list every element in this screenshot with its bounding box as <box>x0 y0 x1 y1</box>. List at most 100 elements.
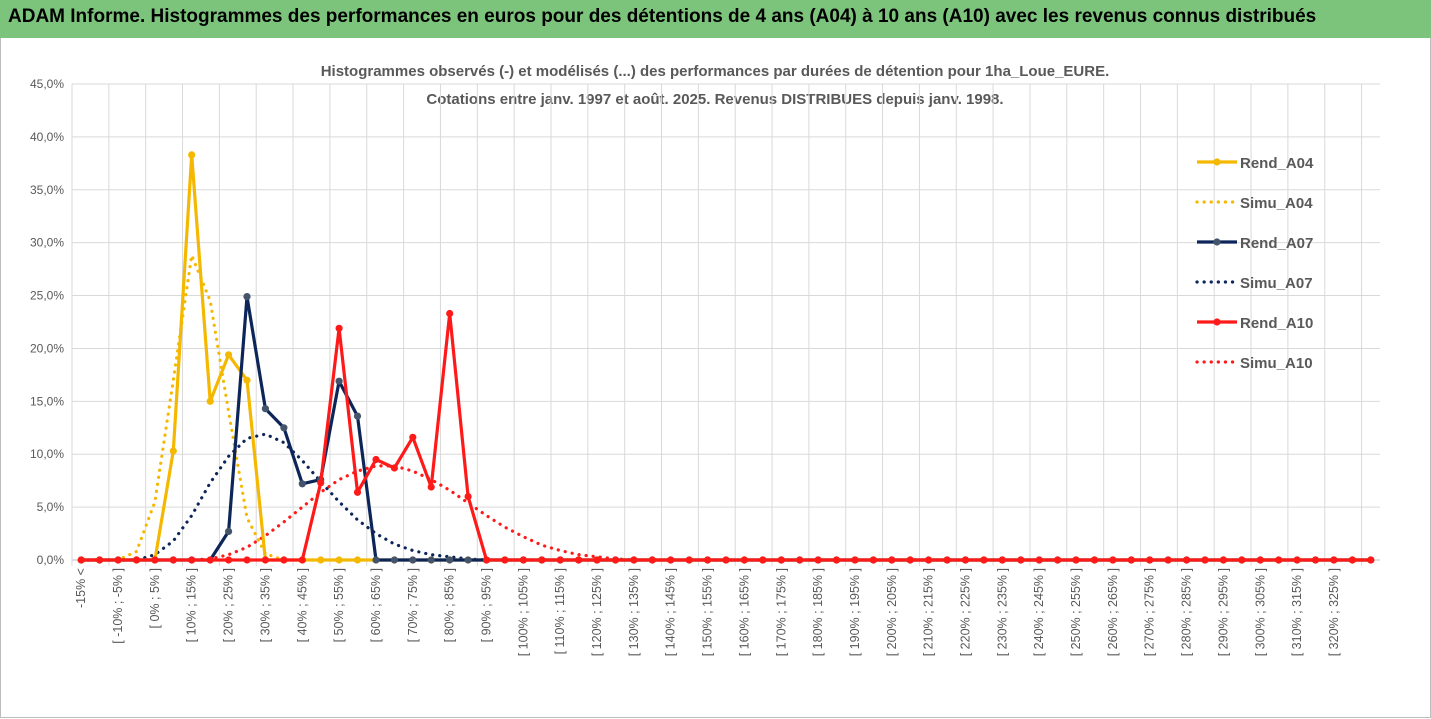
data-point-rend-a10 <box>317 479 325 487</box>
x-tick-label: [ 310% ; 315% ] <box>1290 568 1304 656</box>
data-point-rend-a10 <box>1275 556 1283 564</box>
x-tick-label: -15% < <box>74 568 88 608</box>
data-point-rend-a04 <box>188 151 196 159</box>
data-point-rend-a07 <box>225 527 233 536</box>
data-point-rend-a10 <box>777 556 785 564</box>
y-tick-label: 20,0% <box>30 341 64 355</box>
y-tick-label: 30,0% <box>30 236 64 250</box>
data-point-rend-a10 <box>704 556 712 564</box>
data-point-rend-a10 <box>611 556 620 564</box>
x-tick-label: [ 50% ; 55% ] <box>332 568 346 642</box>
data-point-rend-a10 <box>519 556 528 564</box>
x-tick-label: [ 60% ; 65% ] <box>369 568 383 642</box>
x-tick-label: [ -10% ; -5% ] <box>111 568 125 644</box>
data-point-rend-a10 <box>722 556 730 564</box>
x-tick-label: [ 220% ; 225% ] <box>958 568 972 656</box>
data-point-rend-a10 <box>1035 556 1043 564</box>
data-point-rend-a10 <box>169 556 177 564</box>
data-point-rend-a10 <box>1090 556 1099 564</box>
legend-label-rend-a04: Rend_A04 <box>1240 155 1314 172</box>
data-point-rend-a10 <box>427 483 435 491</box>
x-tick-label: [ 300% ; 305% ] <box>1253 568 1267 656</box>
data-point-rend-a10 <box>261 556 269 564</box>
data-point-rend-a10 <box>225 556 233 564</box>
data-point-rend-a10 <box>685 556 693 564</box>
data-point-rend-a10 <box>925 556 933 564</box>
data-point-rend-a07 <box>427 556 435 564</box>
data-point-rend-a07 <box>390 556 398 564</box>
data-point-rend-a10 <box>280 556 288 564</box>
x-tick-label: [ 270% ; 275% ] <box>1143 568 1157 656</box>
data-point-rend-a04 <box>335 556 343 564</box>
x-tick-label: [ 160% ; 165% ] <box>737 568 751 656</box>
x-tick-label: [ 280% ; 285% ] <box>1180 568 1194 656</box>
y-axis-ticks: 0,0% 5,0% 10,0% 15,0% 20,0% 25,0% 30,0% 35,0% 40… <box>30 77 64 567</box>
data-point-rend-a10 <box>1127 556 1135 564</box>
y-tick-label: 15,0% <box>30 394 64 408</box>
data-point-rend-a10 <box>114 556 122 564</box>
data-point-rend-a10 <box>538 556 546 564</box>
series-layer <box>77 151 1375 564</box>
data-point-rend-a10 <box>501 556 509 564</box>
legend-label-simu-a10: Simu_A10 <box>1240 355 1313 372</box>
data-point-rend-a07 <box>446 556 454 564</box>
data-point-rend-a10 <box>1293 556 1301 564</box>
x-tick-label: [ 20% ; 25% ] <box>222 568 236 642</box>
legend-label-simu-a04: Simu_A04 <box>1240 195 1313 212</box>
data-point-rend-a10 <box>1201 556 1209 564</box>
data-point-rend-a10 <box>1330 556 1338 564</box>
data-point-rend-a04 <box>353 556 362 564</box>
data-point-rend-a10 <box>298 556 306 564</box>
report-title: ADAM Informe. Histogrammes des performan… <box>8 6 1317 27</box>
x-tick-label: [ 130% ; 135% ] <box>627 568 641 656</box>
gridlines <box>71 83 1380 566</box>
x-tick-label: [ 290% ; 295% ] <box>1216 568 1230 656</box>
x-tick-label: [ 40% ; 45% ] <box>295 568 309 642</box>
data-point-rend-a10 <box>243 556 251 564</box>
x-tick-label: [ 320% ; 325% ] <box>1327 568 1341 656</box>
data-point-rend-a04 <box>206 397 214 405</box>
data-point-rend-a10 <box>335 324 343 332</box>
data-point-rend-a10 <box>390 464 398 472</box>
data-point-rend-a07 <box>372 556 380 564</box>
report-banner: ADAM Informe. Histogrammes des performan… <box>0 0 1431 38</box>
data-point-rend-a07 <box>409 556 417 564</box>
x-tick-label: [ 140% ; 145% ] <box>664 568 678 656</box>
data-point-rend-a10 <box>740 556 749 564</box>
data-point-rend-a10 <box>482 556 491 564</box>
x-tick-label: [ 70% ; 75% ] <box>406 568 420 642</box>
data-point-rend-a10 <box>1183 556 1191 564</box>
data-point-rend-a10 <box>575 556 583 564</box>
data-point-rend-a10 <box>151 556 159 564</box>
data-point-rend-a10 <box>1256 556 1264 564</box>
x-tick-label: [ 110% ; 115% ] <box>553 568 567 654</box>
y-tick-label: 40,0% <box>30 130 64 144</box>
x-tick-label: [ 100% ; 105% ] <box>516 568 530 656</box>
data-point-rend-a07 <box>261 405 269 413</box>
x-tick-label: [ 10% ; 15% ] <box>185 568 199 642</box>
data-point-rend-a10 <box>869 556 878 564</box>
data-point-rend-a10 <box>77 556 85 564</box>
data-point-rend-a10 <box>1311 556 1320 564</box>
data-point-rend-a10 <box>648 556 656 564</box>
data-point-rend-a10 <box>1219 556 1227 564</box>
x-tick-label: [ 150% ; 155% ] <box>701 568 715 656</box>
data-point-rend-a04 <box>169 447 177 455</box>
x-tick-label: [ 0% ; 5% ] <box>148 568 162 628</box>
data-point-rend-a10 <box>851 556 859 564</box>
data-point-rend-a07 <box>464 556 472 564</box>
data-point-rend-a10 <box>593 556 601 564</box>
x-tick-label: [ 240% ; 245% ] <box>1032 568 1046 656</box>
data-point-rend-a10 <box>1238 556 1246 564</box>
data-point-rend-a10 <box>372 455 380 464</box>
y-tick-label: 5,0% <box>37 500 65 514</box>
y-tick-label: 0,0% <box>37 553 65 567</box>
x-tick-label: [ 250% ; 255% ] <box>1069 568 1083 656</box>
data-point-rend-a10 <box>1017 556 1025 564</box>
data-point-rend-a10 <box>1348 556 1356 564</box>
x-tick-label: [ 90% ; 95% ] <box>480 568 494 642</box>
x-tick-label: [ 210% ; 215% ] <box>922 568 936 656</box>
data-point-rend-a10 <box>796 556 804 564</box>
x-tick-label: [ 200% ; 205% ] <box>885 568 899 656</box>
